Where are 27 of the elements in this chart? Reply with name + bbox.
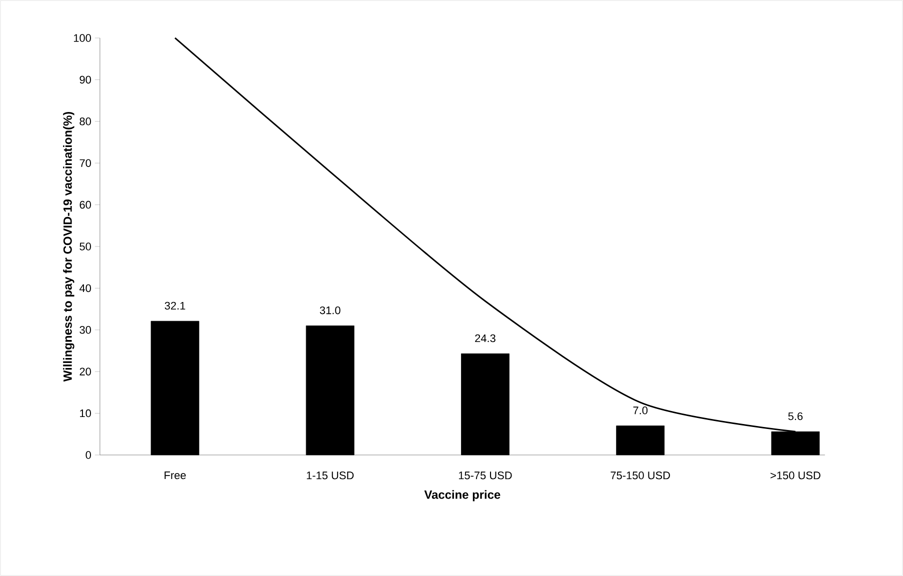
bar [616, 426, 665, 456]
y-axis-title: Willingness to pay for COVID-19 vaccination(%) [63, 112, 74, 382]
y-tick-label: 70 [80, 159, 91, 167]
x-tick-label: 15-75 USD [458, 472, 512, 480]
data-label: 5.6 [788, 412, 803, 420]
bar [150, 320, 200, 456]
x-tick-label: 75-150 USD [610, 472, 670, 480]
data-label: 24.3 [475, 334, 496, 342]
data-label: 32.1 [164, 302, 186, 310]
x-tick-label: Free [164, 472, 186, 480]
x-tick-label: >150 USD [770, 472, 820, 480]
y-tick-label: 20 [80, 368, 91, 376]
bar [306, 326, 354, 456]
data-label: 31.0 [320, 306, 340, 314]
y-tick-label: 40 [79, 284, 91, 292]
bar [461, 353, 510, 456]
y-tick-label: 90 [80, 76, 91, 84]
data-label: 7.0 [633, 406, 648, 414]
y-tick-label: 0 [86, 451, 91, 459]
y-tick-label: 60 [80, 200, 91, 209]
y-tick-label: 80 [80, 118, 91, 126]
y-tick-label: 30 [80, 326, 91, 334]
y-tick-label: 10 [80, 409, 91, 418]
x-tick-label: 1-15 USD [306, 472, 354, 480]
x-axis-title: Vaccine price [424, 490, 500, 502]
y-tick-label: 50 [80, 242, 91, 250]
y-tick-label: 100 [74, 34, 91, 42]
